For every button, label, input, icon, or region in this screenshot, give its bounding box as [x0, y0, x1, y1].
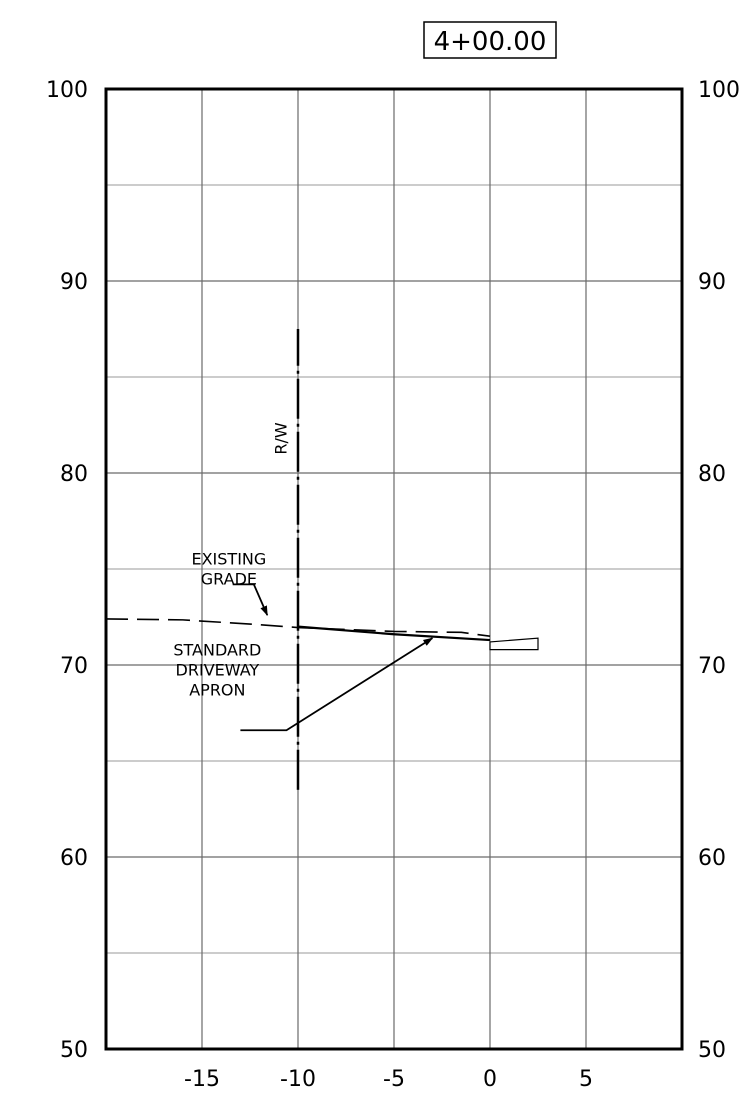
leader-arrow — [232, 583, 269, 616]
annotation-label-line: GRADE — [201, 569, 257, 588]
station-label-group: 4+00.00 — [423, 21, 557, 59]
driveway-apron-line — [297, 625, 491, 642]
y-axis-right-labels: 50 60 70 80 90 100 — [698, 78, 740, 1063]
x-tick-label: 5 — [579, 1067, 593, 1092]
y-tick-label-right: 60 — [698, 846, 726, 871]
curb-outline — [489, 637, 539, 651]
y-tick-label-left: 60 — [60, 846, 88, 871]
station-label-box — [423, 21, 557, 59]
y-axis-left-labels: 50 60 70 80 90 100 — [46, 78, 88, 1063]
major-gridlines — [106, 89, 682, 1049]
y-tick-label-left: 80 — [60, 462, 88, 487]
x-tick-label: -5 — [383, 1067, 405, 1092]
y-tick-label-right: 50 — [698, 1038, 726, 1063]
y-tick-label-right: 70 — [698, 654, 726, 679]
x-axis-labels: -15 -10 -5 0 5 — [184, 1067, 593, 1092]
y-tick-label-left: 90 — [60, 270, 88, 295]
annotation-label-line: DRIVEWAY — [176, 661, 260, 680]
y-tick-label-left: 70 — [60, 654, 88, 679]
leader-arrow — [240, 637, 434, 732]
right-of-way-label: R/W — [271, 422, 290, 455]
y-tick-label-right: 90 — [698, 270, 726, 295]
annotation-label-line: APRON — [189, 681, 245, 700]
y-tick-label-right: 100 — [698, 78, 740, 103]
series-layer — [105, 329, 539, 790]
x-tick-label: -10 — [280, 1067, 316, 1092]
x-tick-label: 0 — [483, 1067, 497, 1092]
plot-frame — [104, 87, 684, 1051]
annotation-label-line: EXISTING — [191, 549, 266, 568]
y-tick-label-left: 50 — [60, 1038, 88, 1063]
station-label: 4+00.00 — [434, 27, 547, 57]
y-tick-label-left: 100 — [46, 78, 88, 103]
annotation-label-line: STANDARD — [173, 641, 261, 660]
x-tick-label: -15 — [184, 1067, 220, 1092]
y-tick-label-right: 80 — [698, 462, 726, 487]
